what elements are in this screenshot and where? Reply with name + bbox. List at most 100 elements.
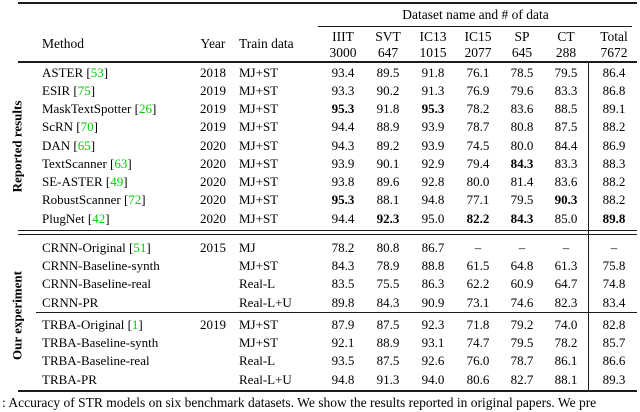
year-cell: 2020 <box>200 174 226 189</box>
accuracy-cell: 78.7 <box>510 353 534 369</box>
train-data-cell: MJ+ST <box>239 137 279 153</box>
citation-link[interactable]: 26 <box>138 101 152 116</box>
accuracy-cell: 89.8 <box>331 294 355 310</box>
dataset-name: IC15 <box>464 29 492 44</box>
table-row: PlugNet [42] 2020 MJ+ST 94.4 92.3 95.0 82.2 84.… <box>0 210 640 228</box>
train-data-cell: Real-L <box>239 276 276 292</box>
citation-link[interactable]: 51 <box>133 239 147 255</box>
citation-link[interactable]: 42 <box>92 210 106 226</box>
accuracy-cell: 93.8 <box>331 174 355 189</box>
dataset-header-sp: SP 645 <box>499 29 545 61</box>
dataset-name: IIIT <box>332 29 354 44</box>
accuracy-cell: 86.1 <box>554 353 578 369</box>
method-cell: CRNN-Baseline-synth <box>42 257 160 273</box>
accuracy-cell: 83.3 <box>554 82 578 98</box>
method-cell: RobustScanner [72] <box>42 192 146 208</box>
accuracy-cell: 90.1 <box>376 155 400 171</box>
citation-link[interactable]: 65 <box>77 137 91 153</box>
train-data-cell: MJ+ST <box>239 155 279 171</box>
accuracy-cell: 84.3 <box>510 210 534 226</box>
accuracy-cell: 87.5 <box>376 316 400 332</box>
accuracy-cell: 94.3 <box>331 137 355 153</box>
accuracy-cell: 64.8 <box>510 257 534 273</box>
accuracy-cell: 80.0 <box>466 174 490 189</box>
table-row: TRBA-Original [1] 2019 MJ+ST 87.9 87.5 92.3 71… <box>0 316 640 334</box>
accuracy-cell: 90.2 <box>376 82 400 98</box>
year-cell: 2019 <box>200 82 226 98</box>
citation-link[interactable]: 53 <box>90 64 104 80</box>
accuracy-cell: 92.6 <box>421 353 445 369</box>
accuracy-cell: 60.9 <box>510 276 534 292</box>
accuracy-cell: 76.0 <box>466 353 490 369</box>
accuracy-cell: 89.1 <box>602 101 626 116</box>
accuracy-cell: – <box>518 239 526 255</box>
accuracy-cell: 83.6 <box>554 174 578 189</box>
accuracy-cell: 80.8 <box>376 239 400 255</box>
accuracy-cell: 95.0 <box>421 210 445 226</box>
dataset-header-total: Total 7672 <box>591 29 637 61</box>
accuracy-cell: 83.5 <box>331 276 355 292</box>
accuracy-cell: 93.4 <box>331 64 355 80</box>
accuracy-cell: – <box>474 239 482 255</box>
citation-link[interactable]: 49 <box>110 174 124 189</box>
table-row: SE-ASTER [49] 2020 MJ+ST 93.8 89.6 92.8 80.0 81… <box>0 173 640 191</box>
accuracy-cell: 77.1 <box>466 192 490 208</box>
accuracy-cell: 93.5 <box>331 353 355 369</box>
citation-link[interactable]: 75 <box>77 82 91 98</box>
accuracy-cell: 81.4 <box>510 174 534 189</box>
accuracy-cell: 95.3 <box>331 192 355 208</box>
train-data-cell: MJ+ST <box>239 334 279 350</box>
accuracy-cell: 64.7 <box>554 276 578 292</box>
header-bottom-rule <box>18 61 637 63</box>
accuracy-cell: 79.5 <box>554 64 578 80</box>
accuracy-cell: 87.5 <box>554 119 578 135</box>
accuracy-cell: 93.9 <box>331 155 355 171</box>
accuracy-cell: 78.9 <box>376 257 400 273</box>
dataset-count: 645 <box>511 45 533 60</box>
accuracy-cell: 73.1 <box>466 294 490 310</box>
dataset-header-ic15: IC15 2077 <box>455 29 501 61</box>
accuracy-cell: 84.4 <box>554 137 578 153</box>
dataset-header-svt: SVT 647 <box>365 29 411 61</box>
table-row: TRBA-PR Real-L+U 94.8 91.3 94.0 80.6 82.7 88.1 8… <box>0 371 640 389</box>
accuracy-cell: 92.9 <box>421 155 445 171</box>
dataset-name: SP <box>514 29 530 44</box>
method-cell: CRNN-Baseline-real <box>42 276 152 292</box>
year-cell: 2018 <box>200 64 226 80</box>
year-cell: 2020 <box>200 210 226 226</box>
table-row: TRBA-Baseline-real Real-L 93.5 87.5 92.6 76.0… <box>0 352 640 370</box>
method-cell: SE-ASTER [49] <box>42 174 128 189</box>
citation-link[interactable]: 63 <box>114 155 128 171</box>
dataset-group-title: Dataset name and # of data <box>402 7 549 22</box>
accuracy-cell: 78.5 <box>510 64 534 80</box>
table-row: ESIR [75] 2019 MJ+ST 93.3 90.2 91.3 76.9 79.6 83… <box>0 82 640 100</box>
citation-link[interactable]: 72 <box>128 192 142 208</box>
accuracy-cell: 61.3 <box>554 257 578 273</box>
accuracy-cell: 94.8 <box>331 371 355 387</box>
accuracy-cell: 74.8 <box>602 276 626 292</box>
citation-link[interactable]: 1 <box>131 316 139 332</box>
accuracy-cell: 83.3 <box>554 155 578 171</box>
accuracy-cell: – <box>562 239 570 255</box>
dataset-count: 7672 <box>600 45 628 60</box>
train-data-cell: MJ <box>239 239 256 255</box>
section-double-rule-top <box>18 229 637 231</box>
accuracy-cell: 80.6 <box>466 371 490 387</box>
table-row: TextScanner [63] 2020 MJ+ST 93.9 90.1 92.9 79.… <box>0 155 640 173</box>
table-top-rule <box>18 2 637 4</box>
accuracy-cell: 90.3 <box>554 192 578 208</box>
dataset-header-ic13: IC13 1015 <box>410 29 456 61</box>
accuracy-cell: 80.8 <box>510 119 534 135</box>
accuracy-cell: 88.1 <box>554 371 578 387</box>
train-data-cell: MJ+ST <box>239 316 279 332</box>
accuracy-cell: 89.2 <box>376 137 400 153</box>
crnn-trba-divider-rule <box>36 312 637 313</box>
year-column-header: Year <box>200 36 226 51</box>
method-cell: ESIR [75] <box>42 82 96 98</box>
accuracy-cell: 62.2 <box>466 276 490 292</box>
dataset-count: 288 <box>555 45 577 60</box>
total-column-separator <box>588 62 589 390</box>
accuracy-cell: 85.0 <box>554 210 578 226</box>
citation-link[interactable]: 70 <box>80 119 94 135</box>
accuracy-cell: 88.2 <box>602 192 626 208</box>
